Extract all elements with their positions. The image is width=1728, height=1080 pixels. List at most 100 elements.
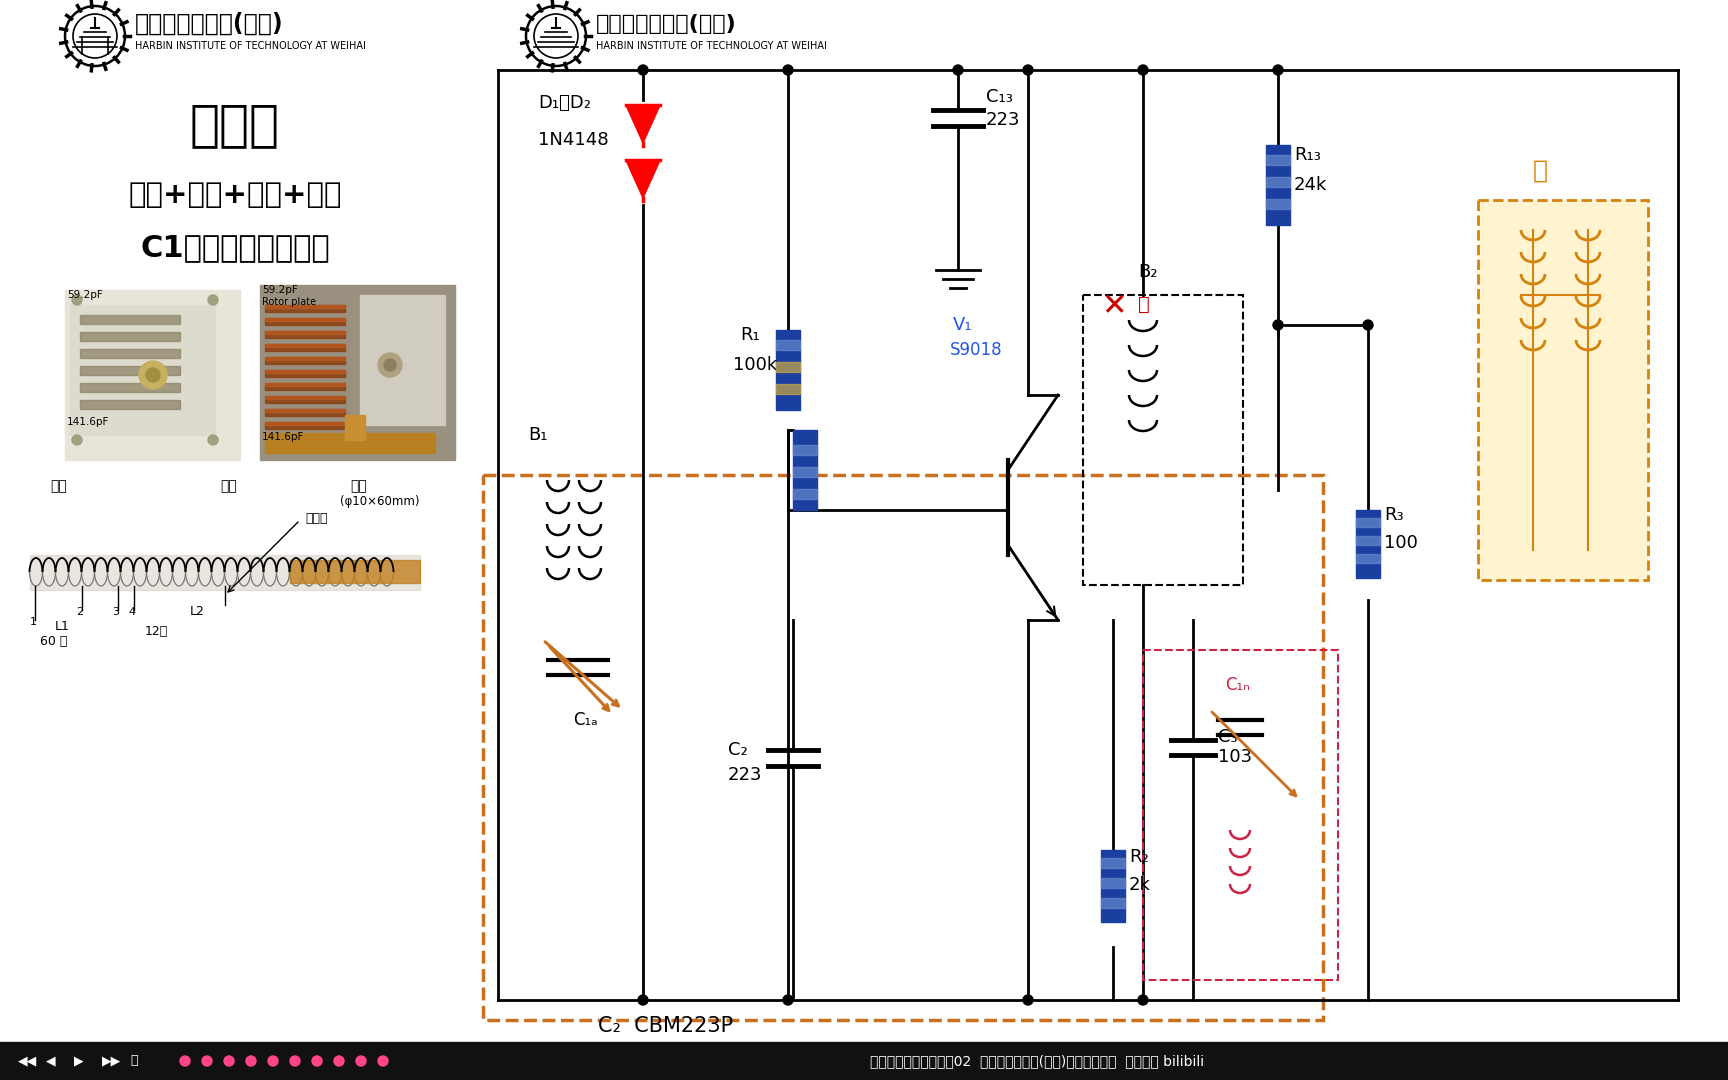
Circle shape [138,361,168,389]
Bar [1267,199,1291,210]
Text: 哈尔滨工业大学(威海): 哈尔滨工业大学(威海) [135,12,283,36]
Circle shape [1023,995,1033,1005]
Text: S9018: S9018 [950,341,1002,359]
Bar [264,357,346,364]
Circle shape [783,65,793,75]
Circle shape [245,1056,256,1066]
Text: B₁: B₁ [529,426,548,444]
Bar [264,409,346,411]
Text: 2: 2 [76,607,83,617]
Text: ▶▶: ▶▶ [102,1054,121,1067]
Text: 59.2pF: 59.2pF [67,291,102,300]
Text: C1为双联可变电容器: C1为双联可变电容器 [140,233,330,262]
Text: 磁棒: 磁棒 [351,480,366,492]
Text: D₁～D₂: D₁～D₂ [537,94,591,112]
Text: 1N4148: 1N4148 [537,131,608,149]
Bar [1142,650,1337,980]
Text: R₃: R₃ [1384,507,1403,524]
Circle shape [378,353,403,377]
Circle shape [378,1056,389,1066]
Bar [264,357,346,360]
Bar [66,291,240,460]
Text: ✕: ✕ [1101,292,1127,321]
Text: ◀: ◀ [47,1054,55,1067]
Text: R₁₃: R₁₃ [1294,146,1320,164]
Text: C₂  CBM223P: C₂ CBM223P [598,1016,733,1036]
Bar [793,430,817,510]
Circle shape [225,1056,233,1066]
Circle shape [313,1056,321,1066]
Bar [1083,295,1242,585]
Bar [1477,200,1649,580]
Text: 141.6pF: 141.6pF [67,417,109,427]
Bar [793,445,817,455]
Circle shape [384,359,396,372]
Circle shape [1139,995,1147,1005]
Text: 59.2pF: 59.2pF [263,285,297,295]
Text: B₂: B₂ [1139,264,1158,281]
Text: 线圈: 线圈 [50,480,67,492]
Bar [71,305,214,435]
Text: 引出端: 引出端 [306,512,328,525]
Bar [264,396,346,399]
Bar [264,345,346,347]
Circle shape [783,995,793,1005]
Bar [79,400,180,409]
Text: R₂: R₂ [1128,848,1149,866]
Bar [1101,850,1125,922]
Circle shape [334,1056,344,1066]
Bar [776,340,800,350]
Bar [264,318,346,325]
Circle shape [1023,65,1033,75]
Text: 100k: 100k [733,356,778,374]
Bar [776,384,800,394]
Bar [793,489,817,499]
Text: 60 圈: 60 圈 [40,635,67,648]
Circle shape [73,295,81,305]
Circle shape [1139,65,1147,75]
Text: 3: 3 [112,607,119,617]
Text: 2k: 2k [1128,876,1151,894]
Text: 超外差收音机基本原理02  哈尔滨工业大学(威海)电子工艺实习  哔哩哔哩 bilibili: 超外差收音机基本原理02 哈尔滨工业大学(威海)电子工艺实习 哔哩哔哩 bili… [869,1054,1204,1068]
Text: ◀◀: ◀◀ [17,1054,38,1067]
Text: C₁₃: C₁₃ [987,87,1013,106]
Text: 24k: 24k [1294,176,1327,194]
Bar [29,555,420,590]
Bar [264,305,346,308]
Bar [359,295,446,426]
Circle shape [180,1056,190,1066]
Bar [1356,518,1381,527]
Circle shape [638,995,648,1005]
Bar [264,345,346,351]
Text: R₁: R₁ [740,326,760,345]
Circle shape [145,368,161,382]
Bar [264,409,346,416]
Text: L1: L1 [55,620,69,633]
Text: C₃: C₃ [1218,728,1237,746]
Bar [1356,510,1381,578]
Bar [0,1042,1728,1080]
Bar [484,475,1324,1020]
Bar [264,433,435,453]
Bar [1101,858,1125,868]
Circle shape [1274,65,1282,75]
Bar [264,396,346,403]
Text: 哈尔滨工业大学(威海): 哈尔滨工业大学(威海) [596,14,736,33]
Text: (φ10×60mm): (φ10×60mm) [340,495,420,508]
Bar [79,315,180,324]
Bar [793,467,817,477]
Circle shape [356,1056,366,1066]
Bar [1356,536,1381,545]
Circle shape [207,435,218,445]
Circle shape [290,1056,301,1066]
Circle shape [268,1056,278,1066]
Text: C₂: C₂ [727,741,748,759]
Text: 223: 223 [987,111,1021,129]
Circle shape [202,1056,213,1066]
Text: ▶: ▶ [74,1054,83,1067]
Text: 纸筒: 纸筒 [219,480,237,492]
Text: C₁ₐ: C₁ₐ [574,711,598,729]
Bar [290,561,420,583]
Bar [264,383,346,386]
Bar [259,285,454,460]
